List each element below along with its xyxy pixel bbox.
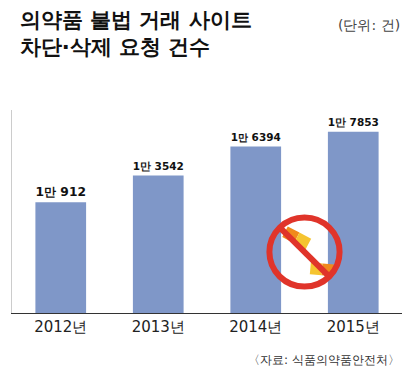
- svg-text:(단위: 건): (단위: 건): [338, 17, 400, 33]
- svg-text:1만 7853: 1만 7853: [328, 116, 379, 128]
- svg-text:2015년: 2015년: [327, 318, 380, 336]
- svg-text:2014년: 2014년: [229, 318, 282, 336]
- svg-text:1만 6394: 1만 6394: [231, 131, 281, 143]
- svg-text:〈자료: 식품의약품안전처〉: 〈자료: 식품의약품안전처〉: [248, 353, 400, 367]
- svg-text:1만 3542: 1만 3542: [133, 160, 184, 172]
- svg-text:2012년: 2012년: [34, 318, 87, 336]
- svg-text:1만 912: 1만 912: [36, 185, 86, 199]
- svg-text:2013년: 2013년: [132, 318, 185, 336]
- svg-text:의약품 불법 거래 사이트차단·삭제 요청 건수: 의약품 불법 거래 사이트차단·삭제 요청 건수: [20, 8, 252, 59]
